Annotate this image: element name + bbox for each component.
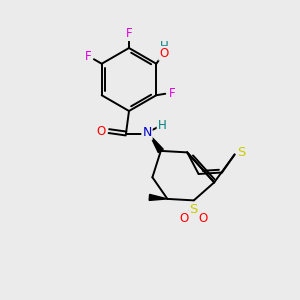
Text: O: O xyxy=(159,47,168,60)
Text: N: N xyxy=(142,126,152,140)
Text: H: H xyxy=(159,40,168,53)
Polygon shape xyxy=(150,135,163,153)
Text: O: O xyxy=(180,212,189,225)
Text: F: F xyxy=(85,50,92,63)
Text: F: F xyxy=(126,27,132,40)
Text: O: O xyxy=(97,124,106,138)
Text: H: H xyxy=(158,118,166,132)
Polygon shape xyxy=(149,194,167,200)
Text: S: S xyxy=(237,146,245,159)
Text: S: S xyxy=(190,203,198,216)
Text: F: F xyxy=(169,87,175,100)
Text: O: O xyxy=(199,212,208,225)
